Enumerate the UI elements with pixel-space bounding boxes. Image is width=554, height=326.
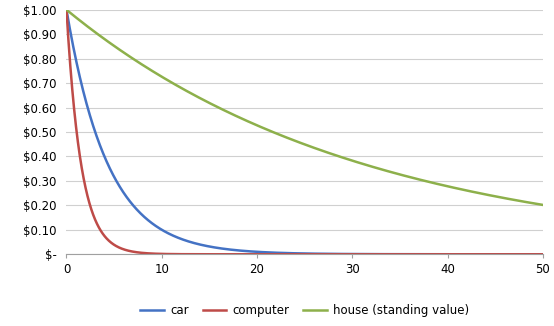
- computer: [273, 252, 280, 256]
- computer: [435, 252, 442, 256]
- car: [540, 252, 546, 256]
- house (standing value): [112, 45, 119, 49]
- house (standing value): [256, 124, 263, 128]
- computer: [391, 252, 397, 256]
- computer: [256, 252, 263, 256]
- house (standing value): [391, 171, 397, 175]
- house (standing value): [540, 203, 546, 207]
- car: [391, 252, 397, 256]
- house (standing value): [435, 182, 442, 186]
- computer: [443, 252, 450, 256]
- car: [273, 251, 280, 255]
- computer: [112, 244, 119, 247]
- computer: [63, 8, 70, 12]
- car: [63, 8, 70, 12]
- computer: [540, 252, 546, 256]
- house (standing value): [443, 184, 450, 188]
- car: [435, 252, 442, 256]
- Line: computer: computer: [66, 10, 543, 254]
- house (standing value): [63, 8, 70, 12]
- car: [443, 252, 450, 256]
- Line: car: car: [66, 10, 543, 254]
- Line: house (standing value): house (standing value): [66, 10, 543, 205]
- house (standing value): [273, 131, 280, 135]
- Legend: car, computer, house (standing value): car, computer, house (standing value): [136, 299, 474, 322]
- car: [112, 177, 119, 181]
- car: [256, 250, 263, 254]
